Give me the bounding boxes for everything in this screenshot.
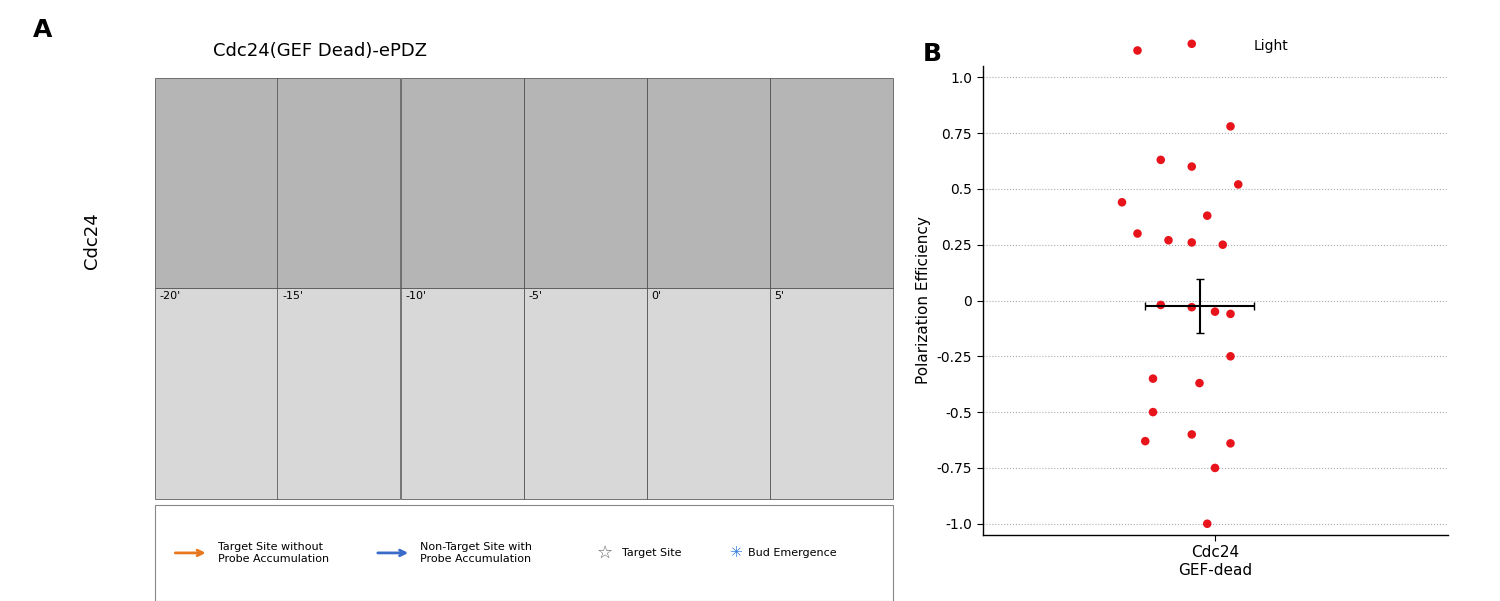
Text: B: B [922, 42, 942, 66]
Point [1227, 180, 1251, 189]
Bar [646, 288, 770, 499]
Point [1218, 121, 1242, 131]
Bar [524, 78, 646, 288]
Point [1179, 302, 1203, 312]
Y-axis label: Polarization Efficiency: Polarization Efficiency [916, 216, 932, 385]
Text: -15': -15' [282, 291, 303, 302]
Point [1218, 352, 1242, 361]
Text: A: A [33, 18, 53, 42]
Text: Bud Emergence: Bud Emergence [748, 548, 837, 558]
Point [1179, 39, 1203, 49]
Text: Light: Light [1254, 39, 1288, 53]
Point [1149, 155, 1173, 165]
Text: Cdc24: Cdc24 [82, 212, 100, 269]
Point [1203, 463, 1227, 473]
Text: ☆: ☆ [597, 544, 612, 562]
Bar [154, 288, 278, 499]
Point [1149, 300, 1173, 310]
Point [1156, 236, 1180, 245]
Point [1142, 407, 1166, 417]
Bar [524, 288, 646, 499]
Bar [278, 288, 400, 499]
Point [1110, 198, 1134, 207]
Point [1196, 519, 1219, 528]
Bar [646, 78, 770, 288]
Bar [400, 78, 524, 288]
Text: Non-Target Site with
Probe Accumulation: Non-Target Site with Probe Accumulation [420, 542, 532, 564]
Bar [770, 288, 892, 499]
Bar [278, 78, 400, 288]
Point [1218, 309, 1242, 319]
Point [1210, 240, 1234, 249]
Point [1125, 229, 1149, 239]
Text: -10': -10' [405, 291, 426, 302]
Point [1179, 237, 1203, 247]
Bar [154, 78, 278, 288]
Point [1134, 436, 1158, 446]
Point [1179, 430, 1203, 439]
Bar [770, 78, 892, 288]
Point [1179, 162, 1203, 171]
Text: -5': -5' [528, 291, 542, 302]
Text: 5': 5' [774, 291, 784, 302]
Text: Cdc24(GEF Dead)-ePDZ: Cdc24(GEF Dead)-ePDZ [213, 42, 427, 60]
Bar [154, 505, 892, 601]
Text: ✳: ✳ [729, 546, 741, 560]
Point [1218, 439, 1242, 448]
Text: 0': 0' [651, 291, 662, 302]
Point [1203, 307, 1227, 317]
Point [1142, 374, 1166, 383]
Text: Target Site: Target Site [622, 548, 682, 558]
Text: Target Site without
Probe Accumulation: Target Site without Probe Accumulation [217, 542, 328, 564]
Point [1196, 211, 1219, 221]
Text: -20': -20' [159, 291, 180, 302]
Point [1188, 378, 1212, 388]
Point [1125, 46, 1149, 55]
Bar [400, 288, 524, 499]
